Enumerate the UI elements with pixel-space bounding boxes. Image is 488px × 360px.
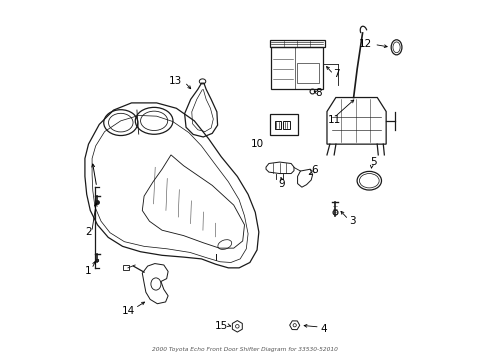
Text: 8: 8 (315, 88, 322, 98)
Text: 3: 3 (348, 216, 355, 226)
Text: 10: 10 (250, 139, 264, 149)
Text: 13: 13 (168, 76, 182, 86)
Bar (269, 114, 298, 135)
Bar (283, 121, 289, 129)
Text: 4: 4 (320, 324, 326, 334)
Text: 9: 9 (278, 179, 285, 189)
Text: 2: 2 (85, 227, 92, 237)
Text: 12: 12 (358, 39, 371, 49)
Text: 7: 7 (332, 69, 339, 79)
Bar (122, 265, 129, 270)
Text: 2000 Toyota Echo Front Door Shifter Diagram for 33530-52010: 2000 Toyota Echo Front Door Shifter Diag… (151, 347, 337, 352)
Text: 5: 5 (369, 157, 376, 167)
Bar (271, 47, 323, 89)
Bar (297, 63, 319, 83)
Text: 15: 15 (214, 321, 227, 331)
Text: 14: 14 (121, 306, 134, 316)
Text: 6: 6 (310, 165, 317, 175)
Bar (274, 121, 281, 129)
Text: 11: 11 (327, 115, 341, 125)
Text: 1: 1 (85, 266, 92, 276)
